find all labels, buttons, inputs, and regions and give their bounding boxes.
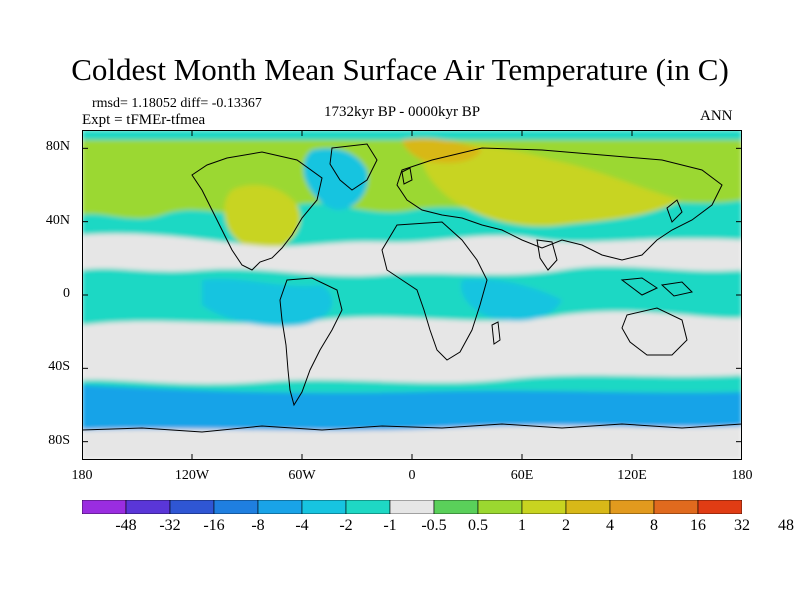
colorbar-label: 32	[734, 517, 750, 534]
y-tick-label: 0	[63, 286, 70, 301]
colorbar-label: -4	[295, 517, 309, 534]
colorbar-box	[257, 500, 303, 514]
colorbar-label: -16	[203, 517, 225, 534]
coastlines	[82, 143, 742, 433]
x-tick-label: 60E	[510, 468, 534, 483]
coast-new-guinea	[660, 281, 693, 297]
y-tick-label: 40N	[45, 212, 70, 228]
coast-india	[536, 239, 558, 271]
field-greenland	[303, 148, 368, 210]
colorbar-label: -32	[159, 517, 181, 534]
coast-africa	[381, 221, 488, 361]
colorbar-label: 4	[606, 517, 614, 534]
colorbar-box	[389, 500, 435, 514]
colorbar-label: -8	[251, 517, 265, 534]
field-antarctica	[82, 425, 742, 460]
colorbar-box	[301, 500, 347, 514]
x-tick-label: 180	[71, 468, 93, 483]
y-tick-label: 80N	[45, 139, 70, 155]
colorbar-label: -0.5	[421, 517, 447, 534]
y-tick-label: 40S	[48, 359, 70, 375]
colorbar-box	[125, 500, 171, 514]
coast-british-isles	[401, 167, 413, 185]
x-tick-label: 60W	[288, 468, 316, 483]
colorbar-label: 0.5	[468, 517, 488, 534]
axis-ticks	[82, 130, 742, 460]
temperature-field	[82, 130, 742, 460]
field-eurasia	[421, 143, 682, 227]
colorbar-label: 1	[518, 517, 526, 534]
field-tropic-pacific	[202, 278, 333, 327]
colorbar-label: -2	[339, 517, 353, 534]
y-tick-label: 80S	[48, 432, 70, 448]
colorbar-box	[697, 500, 742, 514]
season-label: ANN	[700, 108, 733, 124]
field-indian	[461, 279, 562, 321]
colorbar-label: 2	[562, 517, 570, 534]
field-southern-ocean	[82, 385, 742, 434]
colorbar-box	[609, 500, 655, 514]
colorbar	[82, 500, 742, 514]
coast-greenland	[329, 143, 378, 191]
coast-eurasia	[396, 147, 723, 261]
colorbar-box	[653, 500, 699, 514]
colorbar-box	[169, 500, 215, 514]
colorbar-box	[213, 500, 259, 514]
x-tick-label: 120W	[174, 468, 210, 483]
colorbar-box	[433, 500, 479, 514]
colorbar-box	[521, 500, 567, 514]
colorbar-label: 8	[650, 517, 658, 534]
colorbar-box	[82, 500, 127, 514]
colorbar-box	[477, 500, 523, 514]
colorbar-label: -1	[383, 517, 397, 534]
field-europe-high	[402, 138, 482, 163]
x-tick-label: 120E	[617, 468, 647, 483]
coast-north-america	[191, 151, 323, 271]
experiment-label: Expt = tFMEr-tfmea	[82, 112, 206, 128]
coast-australia	[621, 307, 688, 356]
field-subtropics-south	[82, 311, 742, 384]
colorbar-box	[345, 500, 391, 514]
colorbar-label: 48	[778, 517, 794, 534]
x-tick-label: 0	[408, 468, 416, 483]
colorbar-box	[565, 500, 611, 514]
plot-title: Coldest Month Mean Surface Air Temperatu…	[71, 52, 729, 87]
coast-south-america	[279, 277, 343, 407]
coast-japan	[666, 199, 683, 223]
coast-antarctica	[82, 423, 742, 433]
map-canvas	[82, 130, 742, 460]
coast-madagascar	[491, 321, 501, 345]
stats-label: rmsd= 1.18052 diff= -0.13367	[92, 96, 262, 111]
colorbar-label: 16	[690, 517, 706, 534]
map-panel	[82, 130, 742, 460]
period-label: 1732kyr BP - 0000kyr BP	[324, 104, 481, 120]
colorbar-label: -48	[115, 517, 137, 534]
field-na	[224, 185, 301, 251]
coast-indonesia	[620, 277, 659, 296]
x-tick-label: 180	[731, 468, 753, 483]
